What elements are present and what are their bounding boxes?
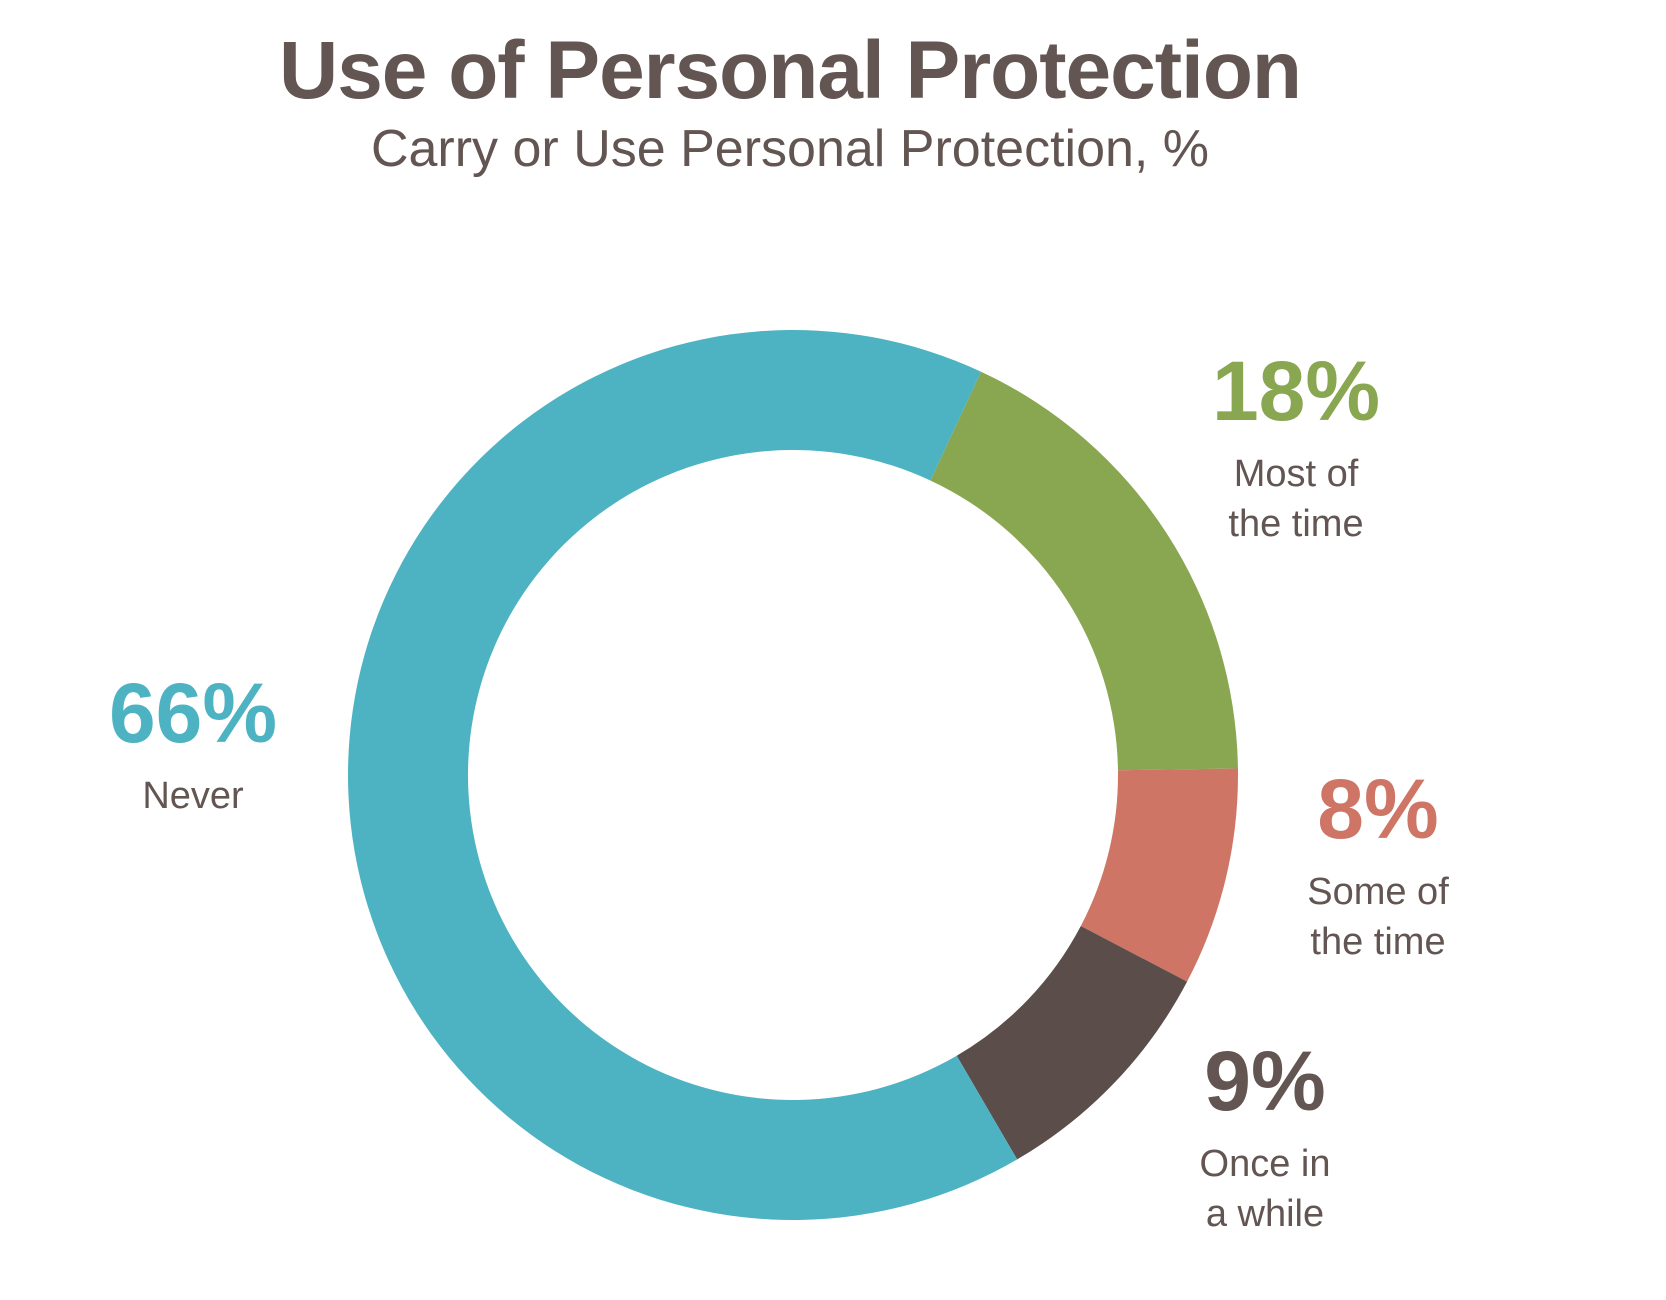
slice-category-label-0-1: the time — [1228, 503, 1363, 545]
donut-slice-2 — [956, 925, 1188, 1160]
donut-slice-3 — [348, 329, 1018, 1220]
chart-subtitle: Carry or Use Personal Protection, % — [370, 120, 1210, 178]
slice-category-label-1-1: the time — [1310, 921, 1445, 963]
slice-value-label-0: 18% — [1212, 344, 1380, 438]
chart-title: Use of Personal Protection — [278, 25, 1302, 116]
slice-category-label-2-1: a while — [1206, 1193, 1324, 1235]
slice-category-label-1-0: Some of — [1307, 871, 1449, 913]
slice-value-label-2: 9% — [1204, 1034, 1325, 1128]
slice-category-label-0-0: Most of — [1234, 453, 1359, 495]
slice-category-label-2-0: Once in — [1200, 1143, 1331, 1185]
donut-slice-1 — [1080, 768, 1238, 982]
slice-value-label-3: 66% — [109, 666, 277, 760]
slice-category-label-3-0: Never — [142, 775, 244, 817]
donut-slice-0 — [930, 371, 1238, 771]
slice-value-label-1: 8% — [1317, 762, 1438, 856]
